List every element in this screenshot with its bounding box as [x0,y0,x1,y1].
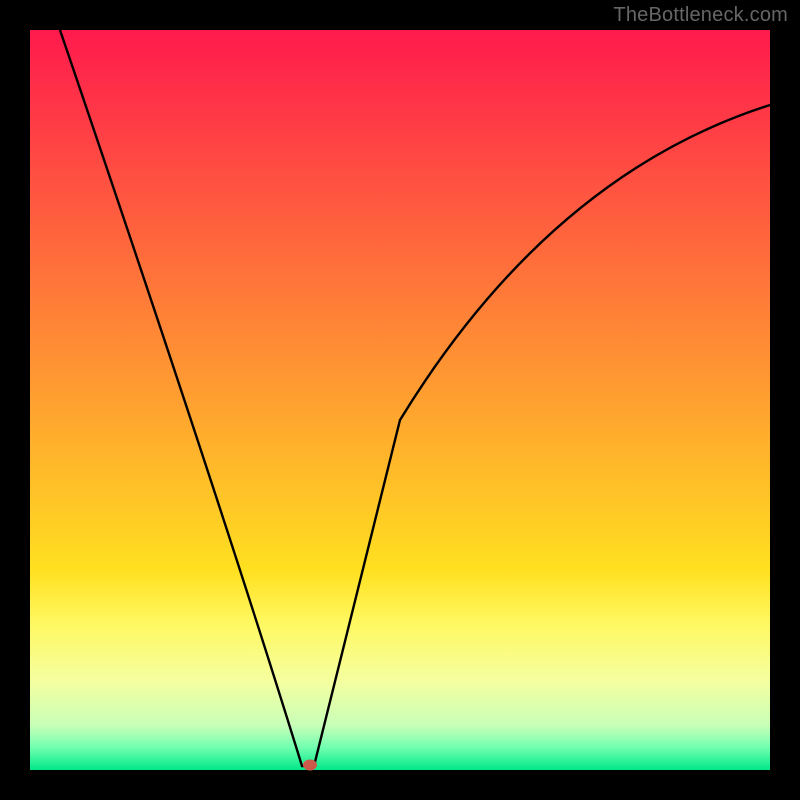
minimum-marker-dot [303,759,317,770]
watermark-text: TheBottleneck.com [613,4,788,27]
gradient-plot-area [30,30,770,770]
curve-path [60,30,770,766]
bottleneck-curve [30,30,770,770]
